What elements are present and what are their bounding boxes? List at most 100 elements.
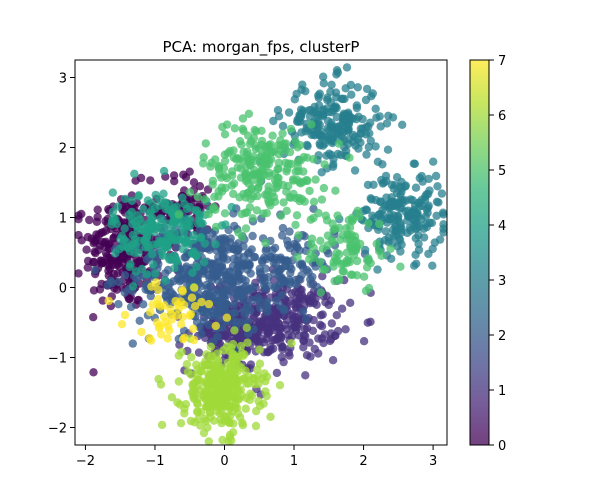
- data-point: [244, 248, 254, 257]
- data-point: [372, 239, 381, 248]
- data-point: [211, 155, 220, 164]
- data-point: [359, 337, 369, 346]
- data-point: [255, 359, 265, 368]
- data-point: [147, 198, 156, 208]
- data-point: [89, 368, 98, 377]
- data-point: [230, 360, 240, 369]
- data-point: [182, 237, 191, 246]
- data-point: [269, 116, 278, 126]
- data-point: [339, 267, 348, 276]
- data-point: [146, 206, 156, 216]
- x-axis: −2 −1 0 1 2 3: [76, 445, 437, 469]
- data-point: [227, 276, 237, 285]
- data-point: [213, 355, 223, 365]
- data-point: [229, 179, 239, 188]
- data-point: [228, 309, 237, 318]
- data-point: [142, 270, 151, 279]
- data-point: [288, 310, 297, 319]
- data-point: [204, 209, 213, 219]
- data-point: [279, 357, 288, 367]
- data-point: [391, 199, 400, 208]
- data-point: [128, 231, 137, 240]
- data-point: [371, 142, 380, 151]
- data-point: [197, 329, 206, 339]
- data-point: [192, 251, 202, 260]
- data-point: [114, 277, 124, 287]
- data-point: [219, 249, 228, 258]
- data-point: [271, 312, 281, 321]
- data-point: [291, 220, 300, 230]
- data-point: [151, 269, 160, 278]
- data-point: [229, 419, 238, 428]
- data-point: [398, 120, 407, 129]
- data-point: [212, 290, 221, 300]
- data-point: [188, 380, 197, 389]
- data-point: [331, 186, 340, 195]
- data-point: [317, 195, 327, 204]
- data-point: [303, 176, 312, 186]
- data-point: [220, 130, 230, 139]
- data-point: [109, 234, 118, 243]
- data-point: [439, 210, 448, 219]
- data-point: [253, 293, 263, 303]
- data-point: [319, 183, 329, 193]
- data-point: [211, 205, 220, 214]
- data-point: [299, 343, 308, 352]
- data-point: [298, 307, 308, 316]
- data-point: [323, 231, 333, 240]
- data-point: [176, 320, 186, 329]
- data-point: [309, 243, 318, 252]
- data-point: [346, 80, 356, 90]
- data-point: [261, 145, 270, 154]
- data-point: [241, 404, 250, 413]
- y-tick-label: −2: [48, 422, 67, 437]
- data-point: [338, 230, 347, 240]
- data-point: [373, 265, 382, 274]
- data-point: [146, 176, 155, 185]
- data-point: [328, 356, 338, 365]
- data-point: [333, 326, 343, 336]
- data-point: [90, 247, 99, 256]
- data-point: [154, 285, 163, 295]
- data-point: [345, 223, 355, 232]
- data-point: [341, 325, 350, 334]
- data-point: [238, 124, 247, 133]
- data-point: [282, 206, 291, 215]
- data-point: [309, 155, 318, 164]
- data-point: [237, 285, 246, 294]
- data-point: [195, 323, 204, 332]
- data-point: [318, 272, 327, 281]
- data-point: [332, 248, 341, 257]
- data-point: [260, 281, 269, 290]
- data-point: [135, 258, 144, 267]
- data-point: [327, 80, 336, 90]
- data-point: [218, 435, 227, 445]
- data-point: [185, 167, 194, 176]
- data-point: [126, 302, 136, 312]
- data-point: [116, 234, 125, 244]
- data-point: [82, 245, 91, 254]
- data-point: [216, 263, 225, 272]
- data-point: [212, 311, 222, 320]
- data-point: [272, 368, 282, 378]
- data-point: [180, 333, 189, 342]
- data-point: [353, 206, 362, 215]
- chart-title: PCA: morgan_fps, clusterP: [163, 38, 360, 57]
- data-point: [297, 195, 307, 204]
- data-point: [186, 309, 195, 319]
- data-point: [208, 269, 217, 278]
- data-point: [282, 315, 292, 325]
- data-point: [264, 198, 273, 207]
- data-point: [317, 334, 327, 343]
- data-point: [263, 307, 272, 316]
- data-point: [161, 291, 170, 300]
- data-point: [171, 254, 181, 263]
- data-point: [180, 199, 189, 209]
- data-point: [146, 308, 155, 317]
- data-point: [273, 182, 282, 191]
- data-point: [244, 109, 254, 119]
- data-point: [347, 90, 356, 99]
- data-point: [362, 150, 371, 159]
- data-point: [314, 349, 323, 358]
- data-point: [222, 255, 232, 264]
